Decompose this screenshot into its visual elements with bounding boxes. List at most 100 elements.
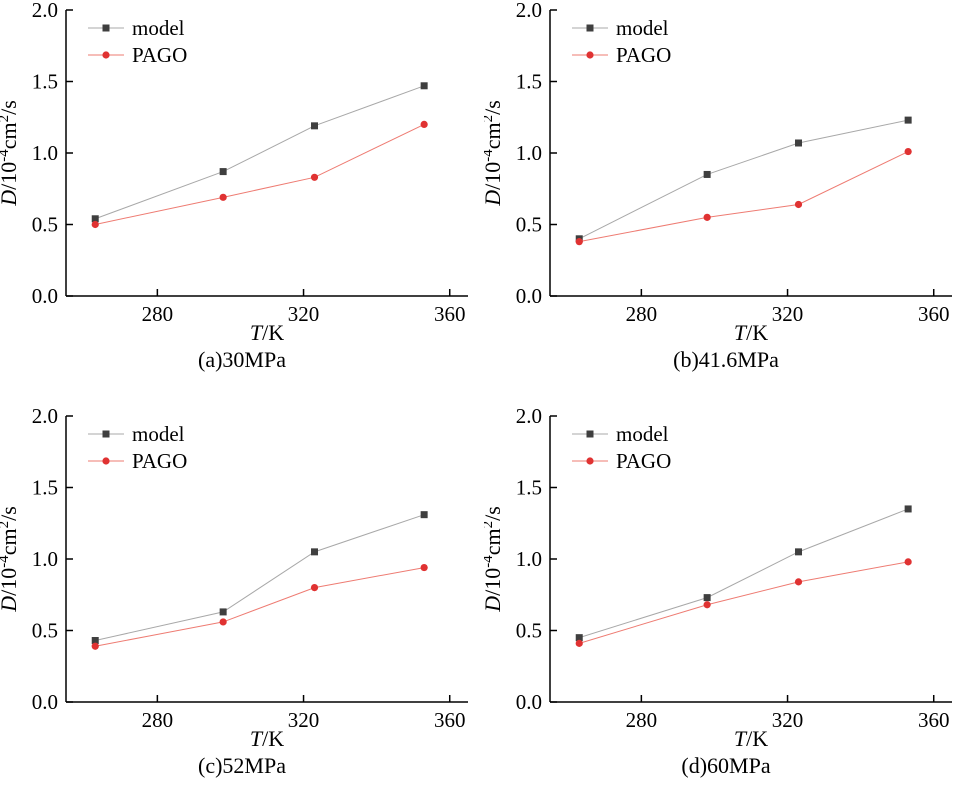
data-point-square	[904, 116, 912, 124]
data-point-circle	[904, 147, 912, 156]
series-PAGO	[575, 147, 912, 246]
chart-cell-d: 0.0 0.5 1.0 1.5 2.0 280 320 360 T/K D/10-4cm2/s mo…	[484, 406, 968, 812]
series-model	[575, 116, 912, 243]
y-tick-label: 0.5	[516, 213, 542, 237]
x-axis-label: T/K	[734, 320, 768, 345]
chart-c-caption: (c)52MPa	[198, 753, 286, 778]
legend-label: model	[132, 422, 185, 446]
data-point-circle	[420, 120, 428, 128]
data-point-circle	[219, 618, 227, 626]
data-point-circle	[91, 220, 99, 229]
y-axis-label: D/10-4cm2/s	[0, 100, 21, 207]
legend: model PAGO	[88, 422, 187, 473]
legend-marker-circle	[102, 51, 110, 59]
axes: 0.0 0.5 1.0 1.5 2.0 280 320 360	[516, 0, 952, 326]
legend-marker-square	[102, 430, 110, 438]
data-point-square	[420, 511, 428, 519]
x-tick-label: 320	[772, 302, 804, 326]
legend: model PAGO	[88, 16, 187, 67]
series-model	[91, 82, 428, 223]
data-point-circle	[420, 563, 428, 572]
y-tick-label: 1.5	[32, 476, 58, 500]
chart-b-caption: (b)41.6MPa	[673, 347, 779, 372]
x-tick-label: 280	[142, 708, 174, 732]
data-point-circle	[575, 238, 583, 246]
data-point-square	[91, 637, 99, 645]
legend-label: model	[616, 16, 669, 40]
x-tick-label: 360	[434, 708, 466, 732]
y-tick-label: 1.0	[516, 141, 542, 165]
legend: model PAGO	[572, 16, 671, 67]
y-tick-label: 0.5	[32, 619, 58, 643]
y-tick-label: 0.0	[516, 284, 542, 308]
series-model	[91, 511, 428, 645]
data-point-circle	[310, 584, 319, 592]
data-point-square	[575, 634, 583, 642]
x-tick-label: 320	[772, 708, 804, 732]
x-tick-label: 320	[288, 708, 320, 732]
y-tick-label: 0.0	[516, 690, 542, 714]
y-tick-label: 2.0	[516, 406, 542, 428]
data-point-circle	[310, 173, 319, 181]
chart-b-plot: 0.0 0.5 1.0 1.5 2.0 280 320 360 T/K D/10-4cm2/s mo…	[484, 0, 952, 345]
legend-marker-square	[102, 24, 110, 32]
legend-label: model	[132, 16, 185, 40]
axes: 0.0 0.5 1.0 1.5 2.0 280 320 360	[32, 406, 468, 732]
legend-label: PAGO	[616, 43, 671, 67]
data-point-square	[420, 82, 428, 90]
series-PAGO	[575, 558, 912, 647]
x-axis-label: T/K	[250, 320, 284, 345]
data-point-square	[219, 168, 227, 176]
data-point-square	[311, 548, 319, 556]
chart-cell-b: 0.0 0.5 1.0 1.5 2.0 280 320 360 T/K D/10-4cm2/s mo…	[484, 0, 968, 406]
legend-label: PAGO	[616, 449, 671, 473]
x-tick-label: 320	[288, 302, 320, 326]
chart-d-caption: (d)60MPa	[681, 753, 771, 778]
series-PAGO	[91, 563, 428, 650]
y-axis-label: D/10-4cm2/s	[484, 506, 505, 613]
data-point-square	[91, 215, 99, 223]
data-point-circle	[703, 213, 711, 221]
data-point-square	[795, 548, 803, 556]
legend-label: PAGO	[132, 449, 187, 473]
y-tick-label: 1.5	[516, 476, 542, 500]
y-axis-label: D/10-4cm2/s	[0, 506, 21, 613]
axes: 0.0 0.5 1.0 1.5 2.0 280 320 360	[516, 406, 952, 732]
data-point-circle	[904, 558, 912, 566]
y-tick-label: 2.0	[32, 0, 58, 22]
x-tick-label: 280	[626, 708, 658, 732]
chart-c-plot: 0.0 0.5 1.0 1.5 2.0 280 320 360 T/K D/10-4cm2/s mo…	[0, 406, 468, 751]
y-tick-label: 0.5	[32, 213, 58, 237]
chart-a-plot: 0.0 0.5 1.0 1.5 2.0 280 320 360 T/K D/10-4cm2/s mo…	[0, 0, 468, 345]
series-model	[575, 505, 912, 642]
chart-cell-a: 0.0 0.5 1.0 1.5 2.0 280 320 360 T/K D/10-4cm2/s mo…	[0, 0, 484, 406]
legend-label: model	[616, 422, 669, 446]
x-axis-label: T/K	[250, 726, 284, 751]
axes: 0.0 0.5 1.0 1.5 2.0 280 320 360	[32, 0, 468, 326]
data-point-circle	[91, 642, 99, 650]
legend: model PAGO	[572, 422, 671, 473]
data-point-square	[219, 608, 227, 616]
x-axis-label: T/K	[734, 726, 768, 751]
y-tick-label: 0.0	[32, 284, 58, 308]
y-tick-label: 1.0	[32, 141, 58, 165]
y-tick-label: 1.0	[516, 547, 542, 571]
x-tick-label: 360	[918, 302, 950, 326]
y-tick-label: 2.0	[516, 0, 542, 22]
y-tick-label: 2.0	[32, 406, 58, 428]
chart-d-plot: 0.0 0.5 1.0 1.5 2.0 280 320 360 T/K D/10-4cm2/s mo…	[484, 406, 952, 751]
data-point-square	[795, 139, 803, 147]
x-tick-label: 360	[434, 302, 466, 326]
legend-marker-circle	[586, 457, 594, 465]
y-tick-label: 1.5	[32, 70, 58, 94]
data-point-circle	[219, 193, 227, 201]
data-point-circle	[575, 639, 583, 647]
data-point-square	[703, 170, 711, 178]
data-point-circle	[794, 200, 803, 209]
y-tick-label: 1.5	[516, 70, 542, 94]
x-tick-label: 280	[626, 302, 658, 326]
data-point-square	[311, 122, 319, 130]
legend-marker-circle	[586, 51, 594, 59]
x-tick-label: 280	[142, 302, 174, 326]
series-PAGO	[91, 120, 428, 229]
